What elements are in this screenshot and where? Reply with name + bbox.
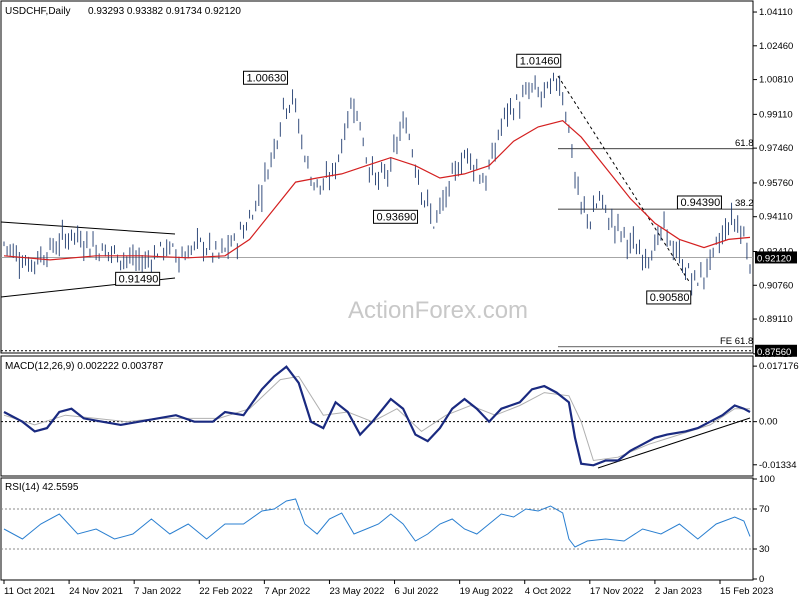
macd-tick-label: 0.017176 — [759, 361, 799, 372]
x-tick-label: 15 Feb 2023 — [720, 586, 773, 597]
rsi-tick-label: 0 — [759, 574, 764, 585]
fib-extension-tag-label: 0.87560 — [757, 347, 791, 358]
price-annotation-label: 1.01460 — [520, 55, 560, 67]
price-tick-label: 0.99110 — [759, 109, 793, 120]
price-annotation-box — [243, 70, 289, 85]
x-tick-label: 6 Jul 2022 — [395, 586, 439, 597]
rsi-series: 100 70 30 0 — [1, 474, 775, 585]
rsi-label: RSI(14) 42.5595 — [5, 482, 79, 493]
fib-extension-tag — [755, 344, 797, 357]
price-annotation-box — [373, 209, 419, 224]
macd-tick-label: -0.01334 — [759, 460, 797, 471]
price-annotation-label: 0.90580 — [650, 292, 690, 304]
x-tick-label: 7 Apr 2022 — [264, 586, 310, 597]
rsi-line — [3, 498, 751, 548]
current-price-tag — [755, 251, 797, 264]
price-series — [3, 72, 751, 296]
macd-tick-label: 0.00 — [759, 417, 778, 428]
watermark: ActionForex.com — [348, 297, 528, 324]
price-annotation-label: 1.00630 — [247, 72, 287, 84]
moving-average-line — [3, 120, 751, 261]
fib-extension-label: FE 61.8 — [720, 336, 753, 347]
x-tick-label: 22 Feb 2022 — [199, 586, 252, 597]
rsi-panel-frame — [0, 477, 754, 581]
x-tick-label: 23 May 2022 — [329, 586, 384, 597]
rsi-tick-label: 30 — [759, 544, 770, 555]
price-annotation-label: 0.94390 — [680, 197, 720, 209]
current-price-label: 0.92120 — [757, 253, 791, 264]
macd-series: 0.017176 0.00 -0.01334 — [1, 361, 799, 471]
x-tick-label: 17 Nov 2022 — [590, 586, 644, 597]
price-panel-frame — [0, 0, 754, 354]
price-tick-label: 0.94110 — [759, 212, 793, 223]
x-tick-label: 24 Nov 2021 — [69, 586, 123, 597]
price-annotations: 1.00630 1.01460 0.93690 0.94390 0.90580 0.914… — [115, 53, 722, 305]
x-tick-label: 7 Jan 2022 — [134, 586, 181, 597]
price-axis: 1.04110 1.02460 1.00810 0.99110 0.97460 0.957… — [1, 7, 797, 360]
price-annotation-label: 0.91490 — [119, 273, 159, 285]
x-tick-label: 2 Jan 2023 — [655, 586, 702, 597]
wedge-upper-trendline — [0, 221, 176, 235]
rsi-tick-label: 70 — [759, 504, 770, 515]
x-axis: 11 Oct 2021 24 Nov 2021 7 Jan 2022 22 Feb 2… — [3, 580, 773, 597]
price-tick-label: 0.90760 — [759, 280, 793, 291]
rsi-tick-label: 100 — [759, 474, 775, 485]
price-annotation-box — [516, 53, 562, 68]
macd-trendline — [597, 417, 751, 469]
price-tick-label: 1.00810 — [759, 75, 793, 86]
price-annotation-box — [646, 290, 692, 305]
chart-ohlc: 0.93293 0.93382 0.91734 0.92120 — [88, 6, 241, 17]
price-tick-label: 0.97460 — [759, 143, 793, 154]
fib-retracement-label: 38.2 — [735, 198, 754, 209]
price-annotation-box — [115, 271, 161, 286]
x-tick-label: 19 Aug 2022 — [460, 586, 513, 597]
chart-symbol: USDCHF,Daily — [5, 6, 71, 17]
fib-retracement-label: 61.8 — [735, 138, 754, 149]
downtrend-dashed-line — [557, 75, 691, 284]
price-tick-label: 1.04110 — [759, 7, 793, 18]
price-tick-label: 0.89110 — [759, 314, 793, 325]
price-tick-label: 0.95760 — [759, 178, 793, 189]
macd-label: MACD(12,26,9) 0.002222 0.003787 — [5, 361, 164, 372]
x-tick-label: 11 Oct 2021 — [4, 586, 55, 597]
price-annotation-box — [676, 195, 722, 210]
price-tick-label: 1.02460 — [759, 41, 793, 52]
x-tick-label: 4 Oct 2022 — [525, 586, 571, 597]
macd-line — [3, 365, 751, 467]
price-annotation-label: 0.93690 — [377, 211, 417, 223]
